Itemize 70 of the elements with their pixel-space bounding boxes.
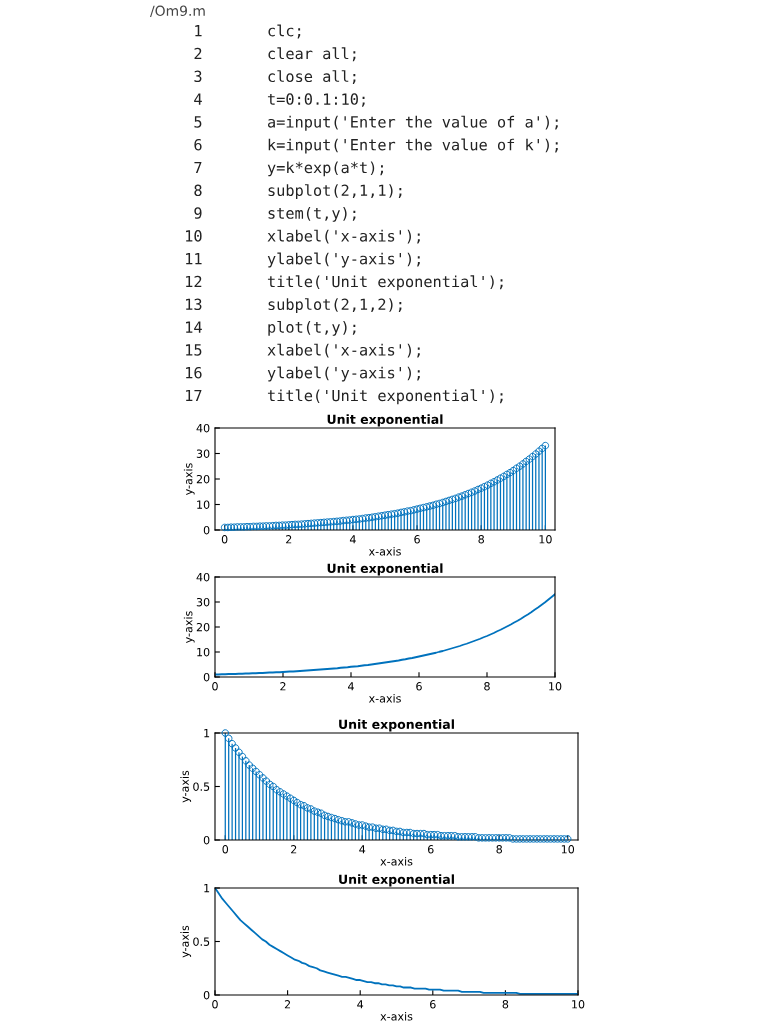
y-axis-title: y-axis — [180, 770, 192, 803]
y-tick-label: 0.5 — [193, 937, 210, 946]
y-tick-label: 0 — [203, 835, 210, 845]
y-tick-label: 0 — [203, 525, 210, 535]
x-tick-label: 0 — [222, 845, 229, 854]
x-tick-label: 2 — [286, 535, 292, 544]
x-tick-label: 2 — [284, 1000, 291, 1009]
x-tick-label: 0 — [221, 535, 228, 544]
y-tick-label: 10 — [197, 647, 210, 657]
x-tick-label: 4 — [357, 1000, 364, 1009]
y-axis-title: y-axis — [183, 611, 195, 643]
x-tick-label: 4 — [359, 845, 366, 854]
chart-title: Unit exponential — [327, 563, 443, 576]
x-tick-label: 2 — [291, 845, 297, 854]
text: 12 title('Unit exponential'); — [186, 275, 503, 291]
y-tick-label: 1 — [204, 884, 210, 893]
text: 7 y=k*exp(a*t); — [194, 161, 383, 177]
x-axis-title: x-axis — [380, 857, 413, 866]
y-tick-label: 0 — [203, 672, 210, 682]
x-tick-label: 8 — [496, 845, 503, 854]
chart-title: Unit exponential — [339, 874, 454, 887]
x-tick-label: 0 — [212, 682, 218, 691]
text: 13 subplot(2,1,2); — [186, 298, 402, 314]
y-axis-title: y-axis — [180, 925, 192, 958]
chart-title: Unit exponential — [327, 414, 443, 427]
y-tick-label: 30 — [196, 597, 210, 607]
y-tick-label: 0.5 — [193, 782, 210, 791]
x-tick-label: 10 — [539, 535, 552, 544]
x-tick-label: 10 — [572, 1000, 585, 1009]
x-axis-title: x-axis — [368, 547, 401, 556]
text: 10 xlabel('x-axis'); — [186, 229, 420, 244]
text: 16 ylabel('y-axis'); — [186, 366, 420, 382]
x-axis-title: x-axis — [380, 1012, 413, 1021]
x-tick-label: 10 — [561, 845, 575, 854]
chart-title: Unit exponential — [339, 719, 454, 732]
x-tick-label: 8 — [478, 535, 484, 544]
text: 11 ylabel('y-axis'); — [186, 252, 420, 268]
text: 14 plot(t,y); — [186, 320, 356, 336]
x-tick-label: 4 — [348, 682, 354, 691]
text: 8 subplot(2,1,1); — [194, 184, 402, 200]
text: 9 stem(t,y); — [194, 207, 356, 222]
y-tick-label: 1 — [204, 729, 210, 738]
text: 3 close all; — [194, 70, 356, 84]
y-tick-label: 40 — [196, 423, 210, 433]
x-tick-label: 8 — [502, 1000, 509, 1009]
y-tick-label: 10 — [197, 500, 210, 509]
x-tick-label: 6 — [430, 1000, 436, 1009]
y-axis-title: y-axis — [183, 463, 195, 495]
x-tick-label: 4 — [349, 535, 356, 544]
y-tick-label: 0 — [203, 990, 210, 1000]
x-tick-label: 6 — [427, 845, 434, 854]
text: 6 k=input('Enter the value of k'); — [194, 138, 558, 154]
y-tick-label: 20 — [196, 474, 210, 484]
y-tick-label: 30 — [196, 449, 210, 458]
x-tick-label: 2 — [280, 682, 286, 691]
x-tick-label: 0 — [212, 1000, 218, 1009]
x-tick-label: 8 — [484, 682, 490, 691]
x-tick-label: 10 — [549, 682, 562, 691]
text: 2 clear all; — [194, 47, 356, 62]
text: 17 title('Unit exponential'); — [186, 389, 503, 405]
y-tick-label: 40 — [196, 572, 210, 582]
text: 4 t=0:0.1:10; — [194, 93, 365, 107]
y-tick-label: 20 — [196, 622, 210, 632]
text: 5 a=input('Enter the value of a'); — [194, 115, 558, 131]
text: /Om9.m — [150, 5, 205, 18]
x-tick-label: 6 — [414, 535, 420, 544]
text: 1 clc; — [195, 24, 301, 39]
text: 15 xlabel('x-axis'); — [186, 343, 420, 358]
x-axis-title: x-axis — [368, 694, 401, 703]
x-tick-label: 6 — [416, 682, 422, 691]
